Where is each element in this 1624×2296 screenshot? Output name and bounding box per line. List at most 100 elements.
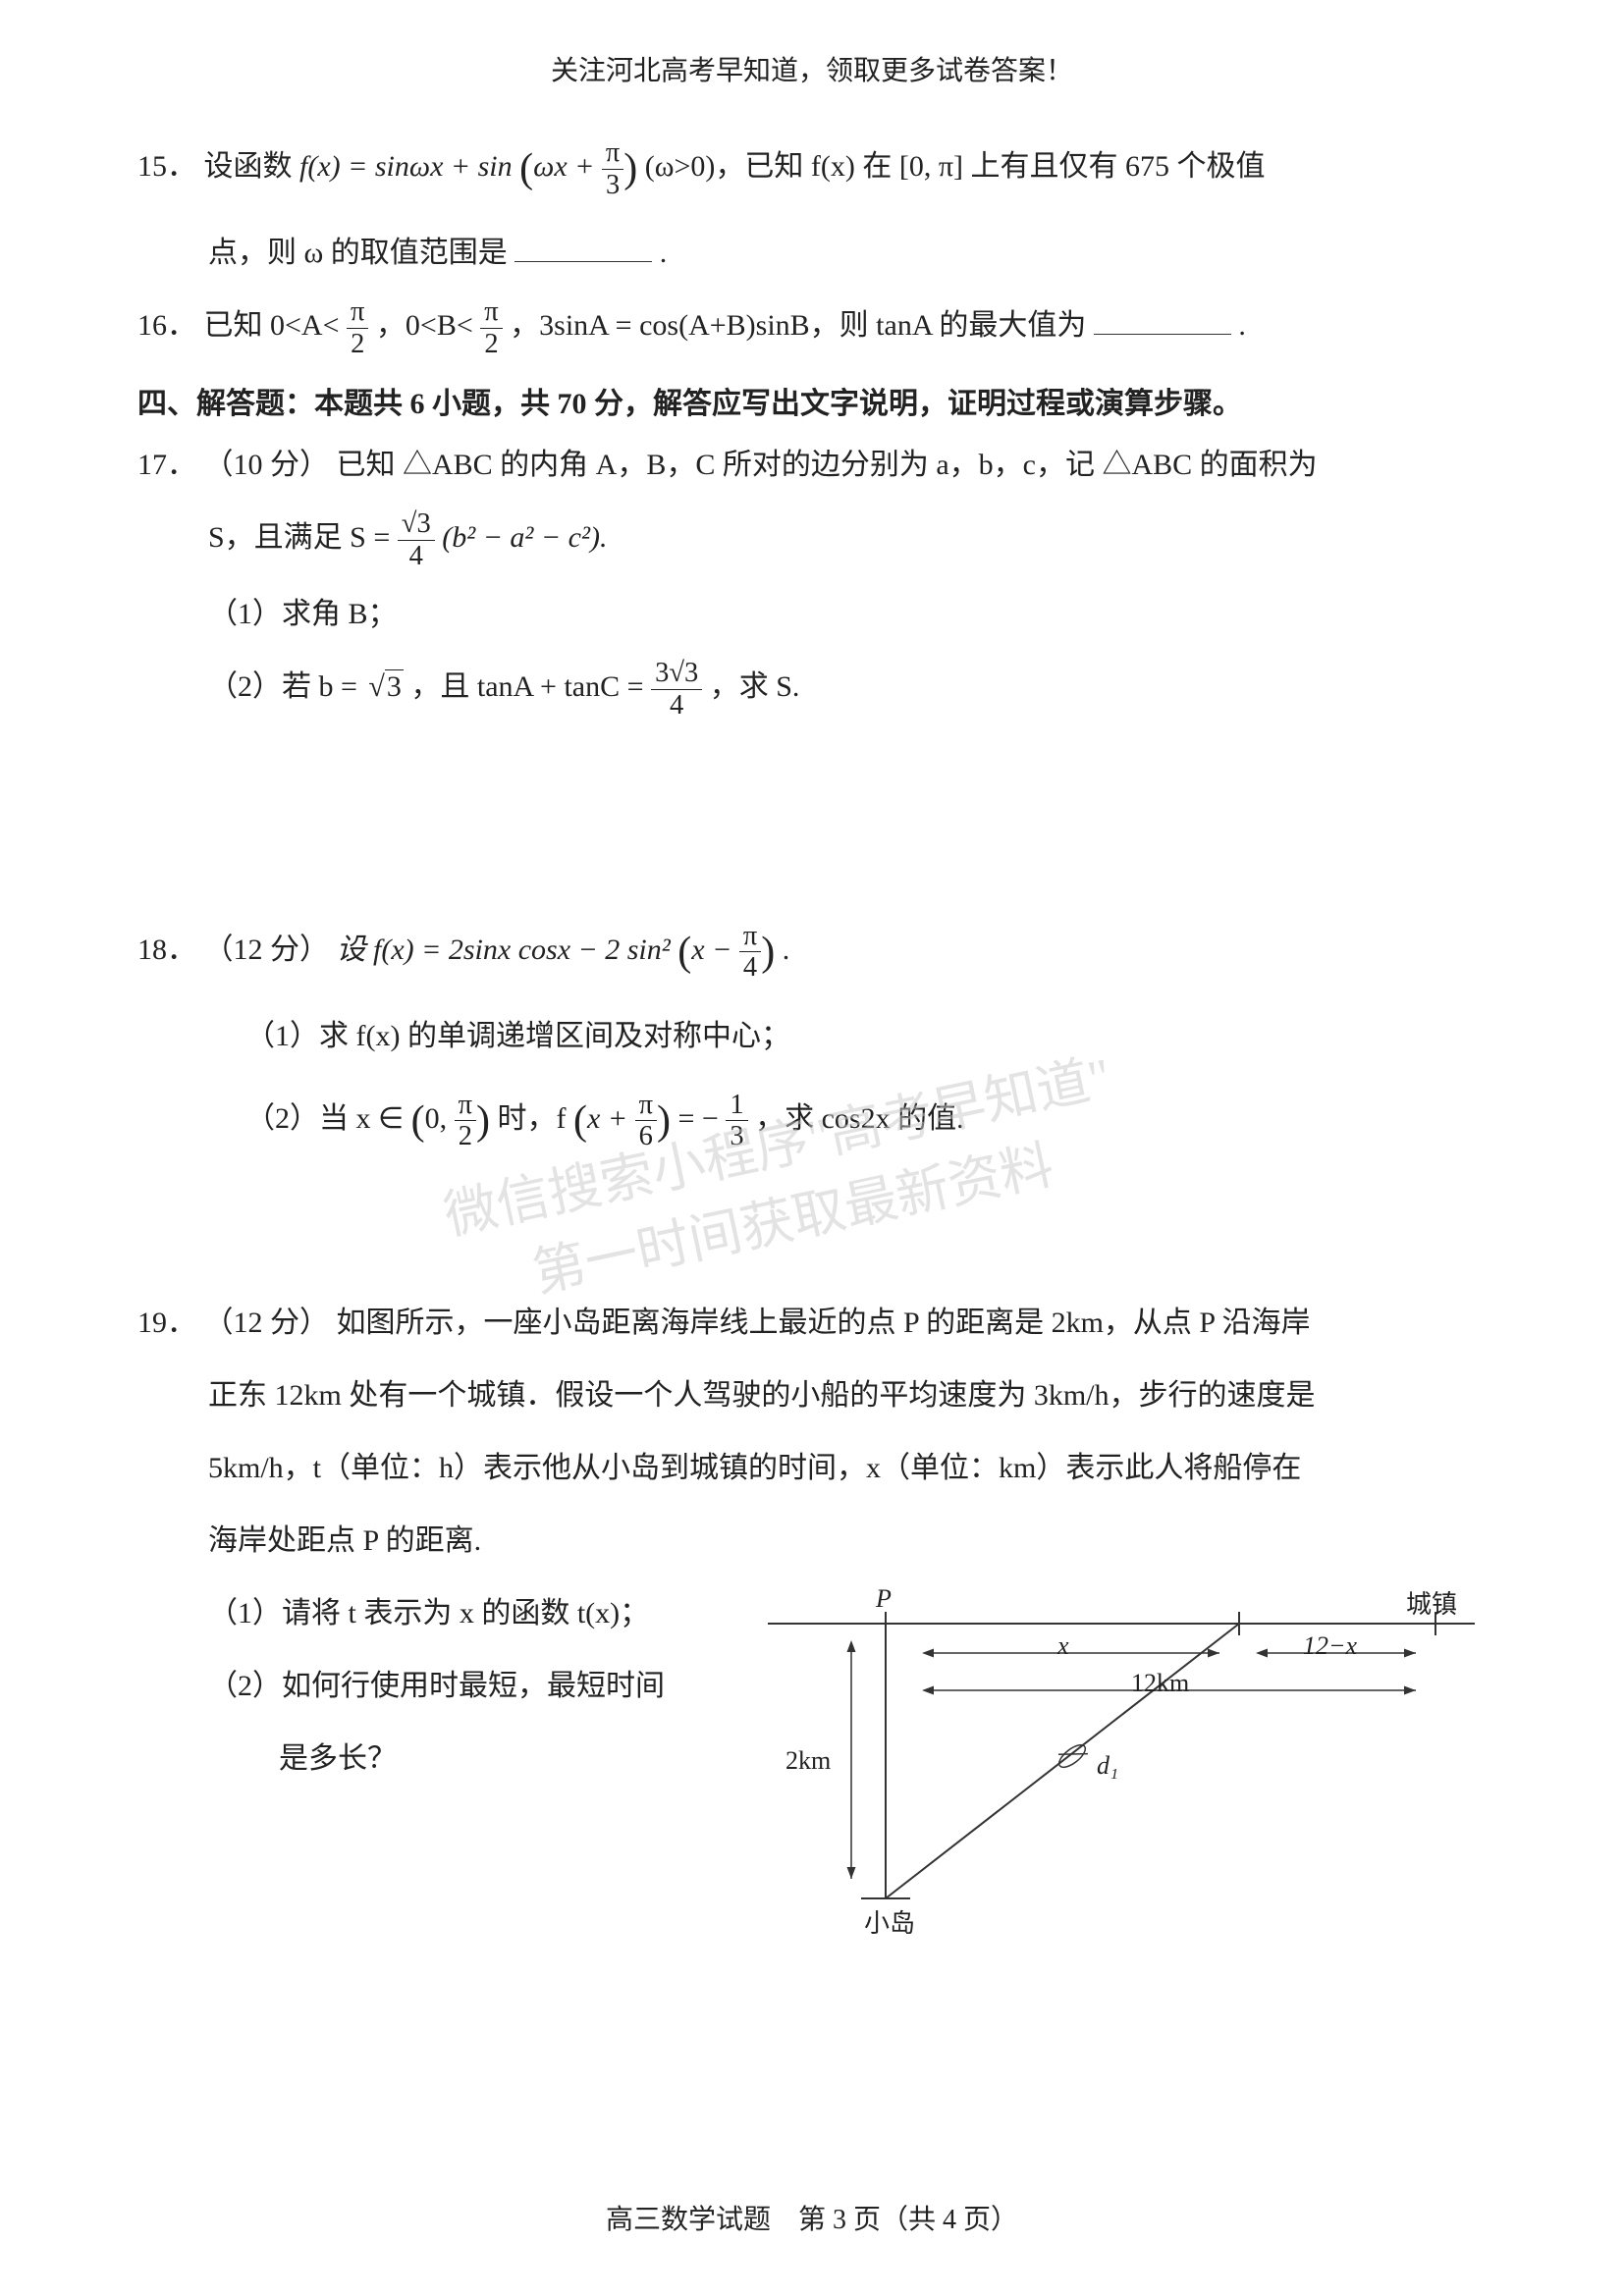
q17-num: 17．: [137, 449, 196, 481]
q15-text-a: 设函数: [204, 150, 300, 183]
rparen-icon: ): [657, 1098, 671, 1144]
num: π: [480, 296, 502, 328]
page-footer: 高三数学试题 第 3 页（共 4 页）: [0, 2198, 1624, 2237]
q18-inner: x −: [691, 934, 739, 966]
q16-f2: π2: [480, 296, 502, 359]
q18-pts: （12 分）: [204, 934, 330, 966]
den: 2: [480, 329, 502, 359]
q15-period: .: [660, 237, 668, 269]
label-P: P: [876, 1584, 892, 1614]
q17-l2b: (b² − a² − c²).: [442, 521, 607, 554]
q15-line2: 点，则 ω 的取值范围是 .: [137, 224, 1487, 283]
q19-figure: P 城镇 x 12−x 12km 2km d₁ 小岛: [768, 1584, 1487, 1957]
q18-p2b: 时，f: [498, 1102, 567, 1135]
rparen-icon: ): [761, 930, 775, 975]
q18-p2d: ，求 cos2x 的值.: [755, 1102, 964, 1135]
q18-p2c: = −: [677, 1102, 726, 1135]
q16-b: ，0<B<: [376, 309, 473, 342]
q17-line2: S，且满足 S = √34 (b² − a² − c²).: [137, 508, 1487, 571]
q18-num: 18．: [137, 934, 196, 966]
num: 3√3: [651, 658, 702, 689]
q17-pts: （10 分）: [204, 449, 330, 481]
q17-l2a: S，且满足 S =: [208, 521, 398, 554]
rparen-icon: ): [623, 146, 637, 191]
label-island: 小岛: [864, 1903, 915, 1940]
den: 2: [347, 329, 368, 359]
q18-in2: x +: [587, 1102, 635, 1135]
den: 4: [398, 541, 435, 571]
blank-fill[interactable]: [1094, 304, 1231, 335]
den: 2: [455, 1121, 476, 1151]
q19-l4: 海岸处距点 P 的距离.: [137, 1512, 1487, 1571]
q18-f2: π6: [635, 1090, 657, 1152]
q18-frac: π4: [739, 921, 761, 984]
q18-l1a: 设 f(x) = 2sinx cosx − 2 sin²: [337, 934, 671, 966]
num: π: [635, 1090, 657, 1121]
question-19: 19． （12 分） 如图所示，一座小岛距离海岸线上最近的点 P 的距离是 2k…: [137, 1294, 1487, 1353]
question-16: 16． 已知 0<A< π2 ，0<B< π2 ，3sinA = cos(A+B…: [137, 296, 1487, 359]
q18-l1b: .: [783, 934, 790, 966]
q17-p2a: （2）若 b =: [208, 670, 364, 703]
label-2km: 2km: [785, 1746, 831, 1776]
den: 6: [635, 1121, 657, 1151]
den: 4: [739, 952, 761, 983]
num: 1: [726, 1090, 747, 1121]
num: π: [455, 1090, 476, 1121]
rparen-icon: ): [476, 1098, 490, 1144]
num: π: [739, 921, 761, 952]
diagram-svg: [768, 1584, 1475, 1957]
page-header: 关注河北高考早知道，领取更多试卷答案！: [137, 49, 1487, 88]
num: √3: [398, 508, 435, 540]
q16-period: .: [1238, 309, 1246, 342]
q16-c: ，3sinA = cos(A+B)sinB，则 tanA 的最大值为: [510, 309, 1086, 342]
lparen-icon: (: [677, 930, 691, 975]
label-d1: d₁: [1097, 1751, 1118, 1781]
q17-p2b: ，且 tanA + tanC =: [410, 670, 651, 703]
label-x: x: [1057, 1631, 1069, 1661]
q18-p2a: （2）当 x ∈: [245, 1102, 404, 1135]
den: 4: [651, 690, 702, 721]
q15-frac-den: 3: [602, 170, 623, 200]
q18-in1: 0,: [425, 1102, 455, 1135]
q19-num: 19．: [137, 1307, 196, 1339]
label-12mx: 12−x: [1303, 1631, 1357, 1661]
q17-p2-frac: 3√34: [651, 658, 702, 721]
q18-f1: π2: [455, 1090, 476, 1152]
label-12km: 12km: [1131, 1669, 1189, 1698]
num: π: [347, 296, 368, 328]
q15-frac-num: π: [602, 137, 623, 169]
q19-part2a: （2）如何行使用时最短，最短时间: [208, 1657, 738, 1716]
q15-line2-text: 点，则 ω 的取值范围是: [208, 237, 508, 269]
q15-num: 15．: [137, 150, 196, 183]
sqrt-icon: 3: [364, 658, 403, 717]
q19-l3: 5km/h，t（单位：h）表示他从小岛到城镇的时间，x（单位：km）表示此人将船…: [137, 1439, 1487, 1498]
q19-pts: （12 分）: [204, 1307, 330, 1339]
lparen-icon: (: [519, 146, 533, 191]
den: 3: [726, 1121, 747, 1151]
question-18: 18． （12 分） 设 f(x) = 2sinx cosx − 2 sin² …: [137, 911, 1487, 993]
q19-l2: 正东 12km 处有一个城镇．假设一个人驾驶的小船的平均速度为 3km/h，步行…: [137, 1366, 1487, 1425]
q16-f1: π2: [347, 296, 368, 359]
q15-fx: f(x) = sinωx + sin: [299, 150, 513, 183]
q17-l1: 已知 △ABC 的内角 A，B，C 所对的边分别为 a，b，c，记 △ABC 的…: [337, 449, 1318, 481]
q19-part1: （1）请将 t 表示为 x 的函数 t(x)；: [208, 1584, 738, 1643]
q19-l1: 如图所示，一座小岛距离海岸线上最近的点 P 的距离是 2km，从点 P 沿海岸: [337, 1307, 1311, 1339]
q16-num: 16．: [137, 309, 196, 342]
q15-inner: ωx +: [533, 150, 602, 183]
blank-fill[interactable]: [514, 232, 652, 262]
section-4-header: 四、解答题：本题共 6 小题，共 70 分，解答应写出文字说明，证明过程或演算步…: [137, 379, 1487, 422]
q19-part2b: 是多长？: [208, 1730, 738, 1789]
lparen-icon: (: [573, 1098, 587, 1144]
question-15: 15． 设函数 f(x) = sinωx + sin (ωx + π3) (ω>…: [137, 128, 1487, 210]
q18-part2: （2）当 x ∈ (0, π2) 时，f (x + π6) = − 13 ，求 …: [137, 1080, 1487, 1162]
q17-p2c: ，求 S.: [710, 670, 800, 703]
q17-part1: （1）求角 B；: [137, 585, 1487, 644]
q18-part1: （1）求 f(x) 的单调递增区间及对称中心；: [137, 1007, 1487, 1066]
label-town: 城镇: [1406, 1584, 1457, 1621]
q15-cond: (ω>0)，已知 f(x) 在 [0, π] 上有且仅有 675 个极值: [645, 150, 1266, 183]
q16-a: 已知 0<A<: [204, 309, 340, 342]
rad: 3: [385, 669, 404, 703]
q17-frac: √34: [398, 508, 435, 571]
q15-frac: π3: [602, 137, 623, 200]
q18-f3: 13: [726, 1090, 747, 1152]
